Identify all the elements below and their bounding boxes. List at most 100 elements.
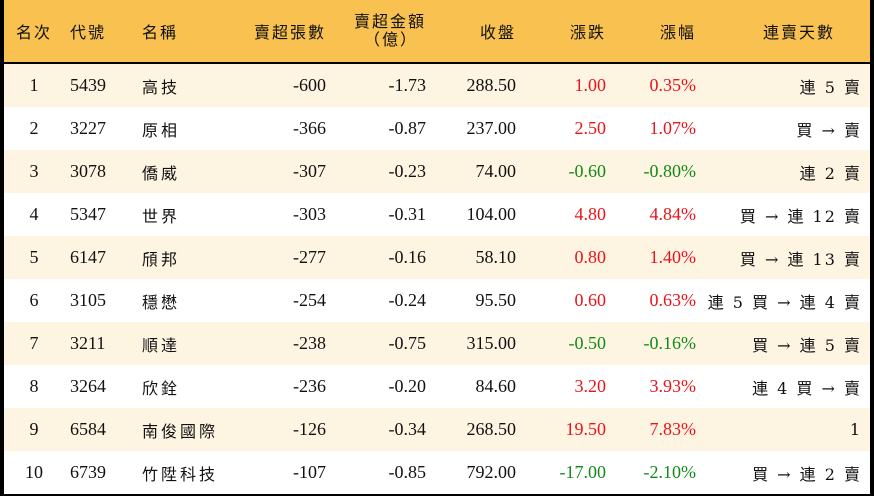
cell-net-sell-volume: -303 (293, 204, 326, 224)
cell-close: 58.10 (475, 247, 517, 267)
table-row: 2 3227 原相 -366 -0.87 237.00 2.50 1.07% 買… (4, 107, 870, 150)
streak-text: 連 5 賣 (799, 77, 862, 97)
table-row: 4 5347 世界 -303 -0.31 104.00 4.80 4.84% 買… (4, 193, 870, 236)
streak-text: 連 2 賣 (799, 163, 862, 183)
cell-rank: 9 (29, 419, 39, 439)
cell-net-sell-volume: -238 (293, 333, 326, 353)
cell-change: 0.80 (574, 247, 607, 267)
cell-streak: 連 4 買 → 賣 (704, 365, 862, 408)
stock-name: 僑威 (142, 163, 181, 183)
cell-net-sell-amount: -0.23 (388, 161, 427, 181)
cell-rank: 3 (29, 161, 39, 181)
stock-name: 南俊國際 (142, 421, 219, 441)
table-row: 7 3211 順達 -238 -0.75 315.00 -0.50 -0.16%… (4, 322, 870, 365)
streak-text: 1 (849, 420, 862, 439)
stock-name: 竹陞科技 (142, 464, 219, 484)
cell-net-sell-volume: -236 (293, 376, 326, 396)
streak-text: 買 → 連 12 賣 (739, 206, 862, 226)
cell-streak: 連 5 賣 (704, 64, 862, 107)
table-header: 名次 代號 名稱 賣超張數 賣超金額 （億） 收盤 漲跌 漲幅 連賣天數 (4, 0, 870, 64)
cell-code: 5347 (70, 204, 106, 224)
cell-name: 竹陞科技 (142, 451, 242, 494)
cell-name: 頎邦 (142, 236, 242, 279)
header-net-sell-amount-line1: 賣超金額 (353, 12, 426, 31)
stock-name: 順達 (142, 335, 181, 355)
cell-change-pct: 3.93% (649, 376, 697, 396)
table-row: 9 6584 南俊國際 -126 -0.34 268.50 19.50 7.83… (4, 408, 870, 451)
cell-close: 84.60 (475, 376, 517, 396)
header-code: 代號 (70, 23, 107, 42)
cell-change: 2.50 (574, 118, 607, 138)
cell-rank: 10 (25, 462, 43, 482)
cell-net-sell-amount: -1.73 (388, 75, 427, 95)
cell-code: 6739 (70, 462, 106, 482)
cell-streak: 連 2 賣 (704, 150, 862, 193)
cell-close: 288.50 (466, 75, 517, 95)
cell-name: 欣銓 (142, 365, 242, 408)
cell-code: 6147 (70, 247, 106, 267)
cell-change: 19.50 (565, 419, 607, 439)
table-row: 5 6147 頎邦 -277 -0.16 58.10 0.80 1.40% 買 … (4, 236, 870, 279)
cell-rank: 6 (29, 290, 39, 310)
cell-rank: 1 (29, 75, 39, 95)
cell-streak: 買 → 連 2 賣 (704, 451, 862, 494)
cell-close: 237.00 (466, 118, 517, 138)
header-net-sell-volume: 賣超張數 (253, 23, 326, 42)
cell-net-sell-volume: -254 (293, 290, 326, 310)
cell-rank: 8 (29, 376, 39, 396)
stock-name: 原相 (142, 120, 181, 140)
cell-change: -17.00 (559, 462, 607, 482)
cell-net-sell-volume: -366 (293, 118, 326, 138)
cell-close: 792.00 (466, 462, 517, 482)
cell-net-sell-volume: -600 (293, 75, 326, 95)
header-name: 名稱 (142, 23, 179, 42)
cell-name: 穩懋 (142, 279, 242, 322)
cell-code: 3105 (70, 290, 106, 310)
cell-close: 104.00 (466, 204, 517, 224)
cell-change: 3.20 (574, 376, 607, 396)
cell-code: 5439 (70, 75, 106, 95)
cell-rank: 7 (29, 333, 39, 353)
cell-streak: 買 → 連 13 賣 (704, 236, 862, 279)
cell-net-sell-amount: -0.24 (388, 290, 427, 310)
header-change: 漲跌 (569, 23, 606, 42)
streak-text: 買 → 賣 (796, 120, 862, 140)
cell-code: 6584 (70, 419, 106, 439)
cell-name: 世界 (142, 193, 242, 236)
table-row: 1 5439 高技 -600 -1.73 288.50 1.00 0.35% 連… (4, 64, 870, 107)
streak-text: 買 → 連 2 賣 (752, 464, 862, 484)
cell-change-pct: -0.80% (643, 161, 697, 181)
cell-net-sell-amount: -0.87 (388, 118, 427, 138)
header-rank: 名次 (15, 23, 52, 42)
cell-close: 268.50 (466, 419, 517, 439)
cell-rank: 2 (29, 118, 39, 138)
cell-net-sell-volume: -126 (293, 419, 326, 439)
header-close: 收盤 (479, 23, 516, 42)
table-row: 3 3078 僑威 -307 -0.23 74.00 -0.60 -0.80% … (4, 150, 870, 193)
cell-name: 南俊國際 (142, 408, 242, 451)
cell-net-sell-amount: -0.16 (388, 247, 427, 267)
cell-net-sell-volume: -107 (293, 462, 326, 482)
cell-change-pct: -0.16% (643, 333, 697, 353)
cell-code: 3078 (70, 161, 106, 181)
cell-net-sell-amount: -0.75 (388, 333, 427, 353)
table-row: 8 3264 欣銓 -236 -0.20 84.60 3.20 3.93% 連 … (4, 365, 870, 408)
cell-code: 3211 (70, 333, 106, 353)
cell-change: 4.80 (574, 204, 607, 224)
cell-streak: 1 (704, 408, 862, 451)
cell-close: 95.50 (475, 290, 517, 310)
cell-change: -0.60 (568, 161, 607, 181)
cell-change-pct: 4.84% (649, 204, 697, 224)
cell-close: 315.00 (466, 333, 517, 353)
cell-name: 高技 (142, 64, 242, 107)
header-net-sell-amount: 賣超金額 （億） (334, 0, 426, 62)
cell-net-sell-amount: -0.31 (388, 204, 427, 224)
streak-text: 連 5 買 → 連 4 賣 (707, 292, 862, 312)
cell-streak: 連 5 買 → 連 4 賣 (704, 279, 862, 322)
table-row: 6 3105 穩懋 -254 -0.24 95.50 0.60 0.63% 連 … (4, 279, 870, 322)
streak-text: 連 4 買 → 賣 (752, 378, 862, 398)
cell-change-pct: 0.35% (649, 75, 697, 95)
cell-streak: 買 → 連 12 賣 (704, 193, 862, 236)
header-streak: 連賣天數 (762, 23, 835, 42)
